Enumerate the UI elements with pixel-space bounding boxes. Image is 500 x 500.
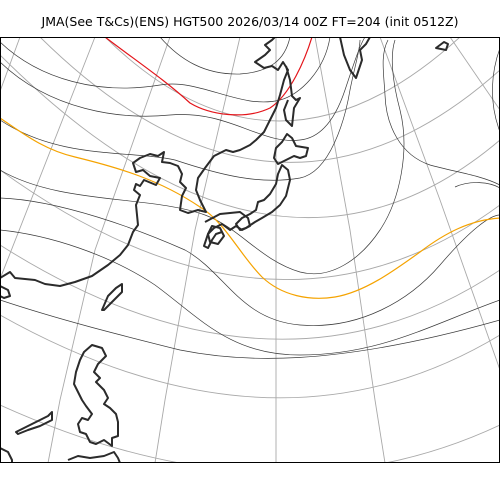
coastline-siberia-peninsula — [339, 37, 371, 79]
coastline-honshu — [235, 164, 291, 231]
map-canvas — [0, 37, 500, 463]
height-contour — [0, 37, 331, 103]
coastline-mindanao — [67, 451, 121, 463]
coastline-indochina — [0, 447, 13, 463]
coastline-left-edge — [0, 285, 11, 299]
coastline-philippines — [73, 344, 119, 447]
height-contours — [0, 37, 500, 359]
meridian — [314, 37, 386, 463]
meridian — [0, 37, 21, 93]
meridian — [47, 37, 171, 463]
coastline-kyushu — [207, 225, 225, 245]
parallel — [39, 37, 500, 163]
meridian — [449, 37, 500, 111]
height-contour — [382, 39, 500, 186]
red-contour — [104, 37, 313, 116]
coastlines — [0, 37, 449, 463]
height-contour — [0, 229, 500, 356]
meridian — [0, 37, 96, 281]
coastline-islet — [435, 41, 449, 51]
height-contour — [0, 197, 500, 326]
coastline-mainland — [0, 37, 289, 287]
meridian — [379, 37, 500, 371]
height-contour — [159, 37, 291, 75]
height-contour — [0, 39, 405, 275]
parallel — [0, 244, 500, 340]
figure-title: JMA(See T&Cs)(ENS) HGT500 2026/03/14 00Z… — [41, 14, 459, 29]
coastline-sakhalin — [283, 65, 301, 127]
height-contour — [492, 47, 500, 133]
map-panel — [0, 37, 500, 463]
parallel — [0, 404, 500, 463]
height-contour — [454, 182, 500, 189]
height-contour — [0, 37, 366, 141]
meridian — [154, 37, 241, 463]
coastline-hokkaido — [273, 133, 309, 165]
parallel — [0, 54, 500, 219]
parallel — [104, 37, 461, 122]
parallel — [0, 314, 500, 399]
coastline-taiwan — [101, 283, 123, 311]
orange-contour — [0, 117, 500, 299]
height-contour — [0, 39, 361, 181]
coastline-borneo-tip — [15, 411, 53, 435]
height-contour — [0, 299, 500, 359]
coastline-korea — [203, 211, 251, 249]
